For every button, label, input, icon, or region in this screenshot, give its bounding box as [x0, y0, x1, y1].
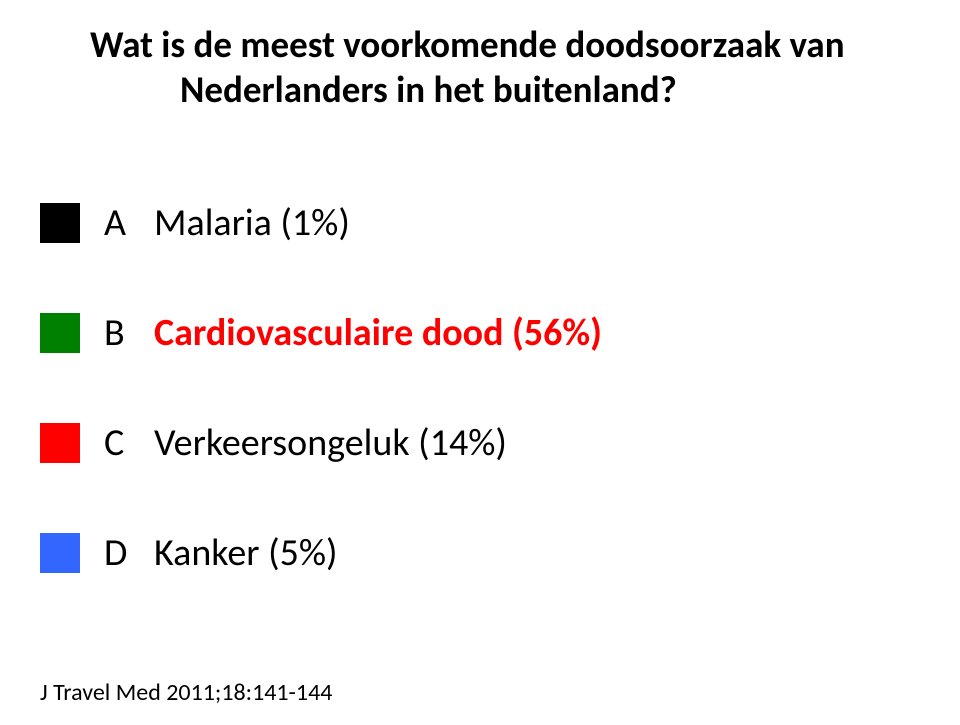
option-text-c: Verkeersongeluk (14%)	[154, 420, 920, 466]
option-text-b: Cardiovasculaire dood (56%)	[154, 310, 920, 356]
option-letter-c: C	[104, 420, 144, 466]
swatch-c	[40, 423, 80, 463]
option-letter-d: D	[104, 530, 144, 576]
option-row-a: A Malaria (1%)	[40, 200, 920, 246]
option-row-d: D Kanker (5%)	[40, 530, 920, 576]
citation: J Travel Med 2011;18:141-144	[40, 678, 332, 707]
swatch-a	[40, 203, 80, 243]
title-line-1: Wat is de meest voorkomende doodsoorzaak…	[90, 22, 940, 67]
slide: Wat is de meest voorkomende doodsoorzaak…	[0, 0, 960, 725]
option-row-c: C Verkeersongeluk (14%)	[40, 420, 920, 466]
slide-title: Wat is de meest voorkomende doodsoorzaak…	[90, 22, 940, 112]
swatch-d	[40, 533, 80, 573]
option-row-b: B Cardiovasculaire dood (56%)	[40, 310, 920, 356]
swatch-b	[40, 313, 80, 353]
options-list: A Malaria (1%) B Cardiovasculaire dood (…	[40, 200, 920, 640]
option-letter-b: B	[104, 310, 144, 356]
title-line-2: Nederlanders in het buitenland?	[180, 67, 940, 112]
option-text-a: Malaria (1%)	[154, 200, 920, 246]
option-text-d: Kanker (5%)	[154, 530, 920, 576]
option-letter-a: A	[104, 200, 144, 246]
